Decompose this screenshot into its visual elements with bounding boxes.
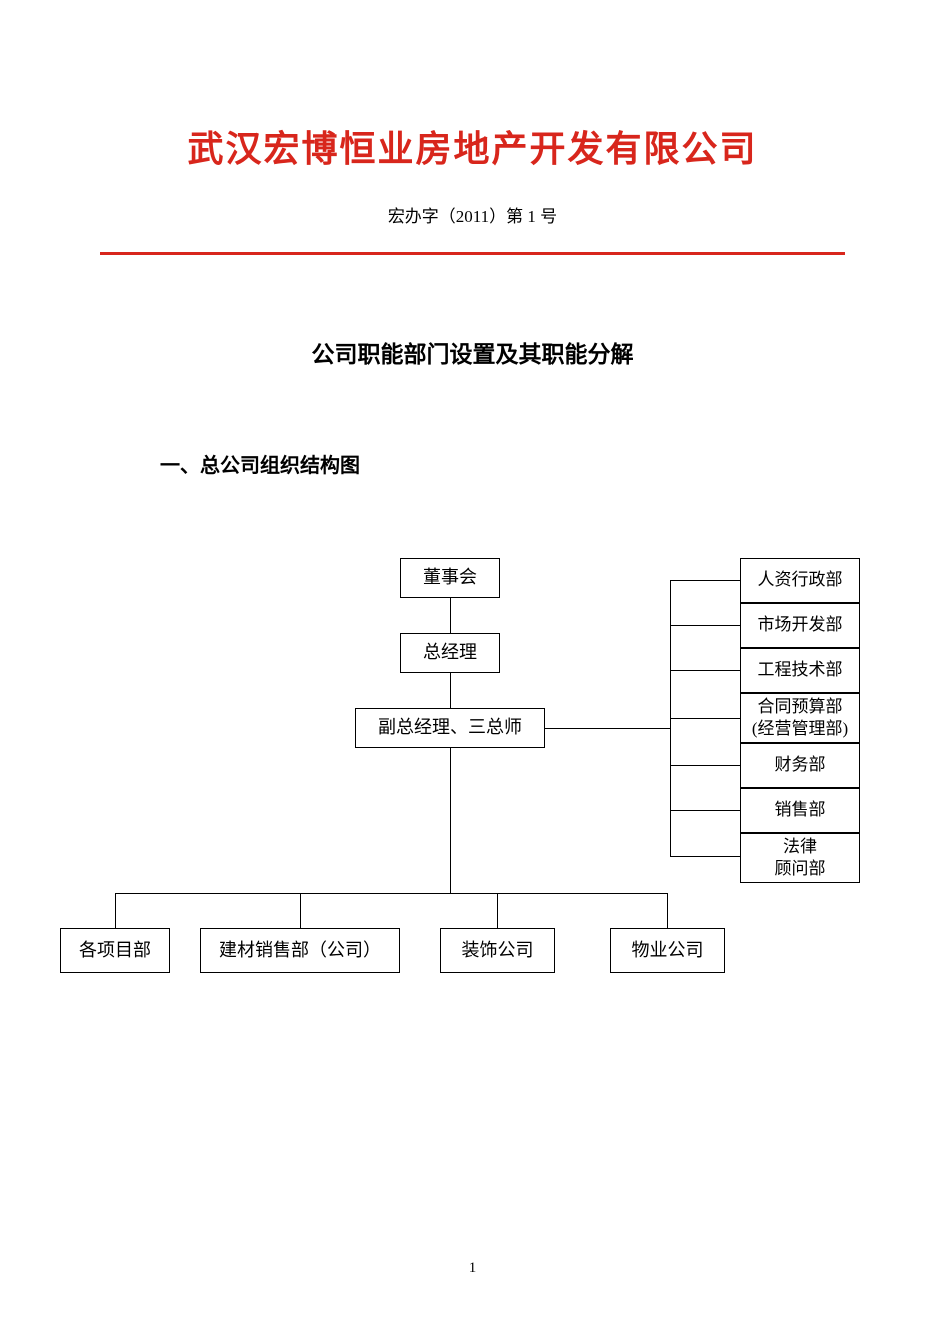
org-node-dept1: 人资行政部 — [740, 558, 860, 603]
page-number: 1 — [0, 1260, 945, 1277]
org-edge-h — [670, 856, 740, 857]
org-edge-v — [115, 893, 116, 928]
red-divider-line — [100, 252, 845, 255]
org-edge-v — [450, 598, 451, 633]
org-node-dept6: 销售部 — [740, 788, 860, 833]
org-node-sub3: 装饰公司 — [440, 928, 555, 973]
org-node-dept4: 合同预算部 (经营管理部) — [740, 693, 860, 743]
org-chart: 董事会总经理副总经理、三总师 人资行政部市场开发部工程技术部合同预算部 (经营管理… — [100, 558, 860, 1038]
org-edge-h — [545, 728, 670, 729]
org-edge-h — [670, 718, 740, 719]
org-edge-h — [670, 765, 740, 766]
org-edge-h — [670, 625, 740, 626]
org-node-dept2: 市场开发部 — [740, 603, 860, 648]
org-edge-v — [450, 748, 451, 893]
org-edge-v — [450, 673, 451, 708]
org-node-dept5: 财务部 — [740, 743, 860, 788]
org-edge-v — [667, 893, 668, 928]
company-title: 武汉宏博恒业房地产开发有限公司 — [100, 120, 845, 172]
org-node-sub1: 各项目部 — [60, 928, 170, 973]
org-node-dept3: 工程技术部 — [740, 648, 860, 693]
org-node-vgm: 副总经理、三总师 — [355, 708, 545, 748]
org-node-sub4: 物业公司 — [610, 928, 725, 973]
org-edge-v — [300, 893, 301, 928]
org-edge-v — [497, 893, 498, 928]
org-node-sub2: 建材销售部（公司） — [200, 928, 400, 973]
document-number: 宏办字（2011）第 1 号 — [100, 202, 845, 227]
org-node-dept7: 法律 顾问部 — [740, 833, 860, 883]
document-title: 公司职能部门设置及其职能分解 — [100, 335, 845, 369]
org-edge-h — [670, 810, 740, 811]
org-edge-v — [670, 580, 671, 856]
org-edge-h — [670, 580, 740, 581]
section-heading: 一、总公司组织结构图 — [100, 449, 845, 478]
org-node-board: 董事会 — [400, 558, 500, 598]
org-node-gm: 总经理 — [400, 633, 500, 673]
org-edge-h — [115, 893, 668, 894]
org-edge-h — [670, 670, 740, 671]
